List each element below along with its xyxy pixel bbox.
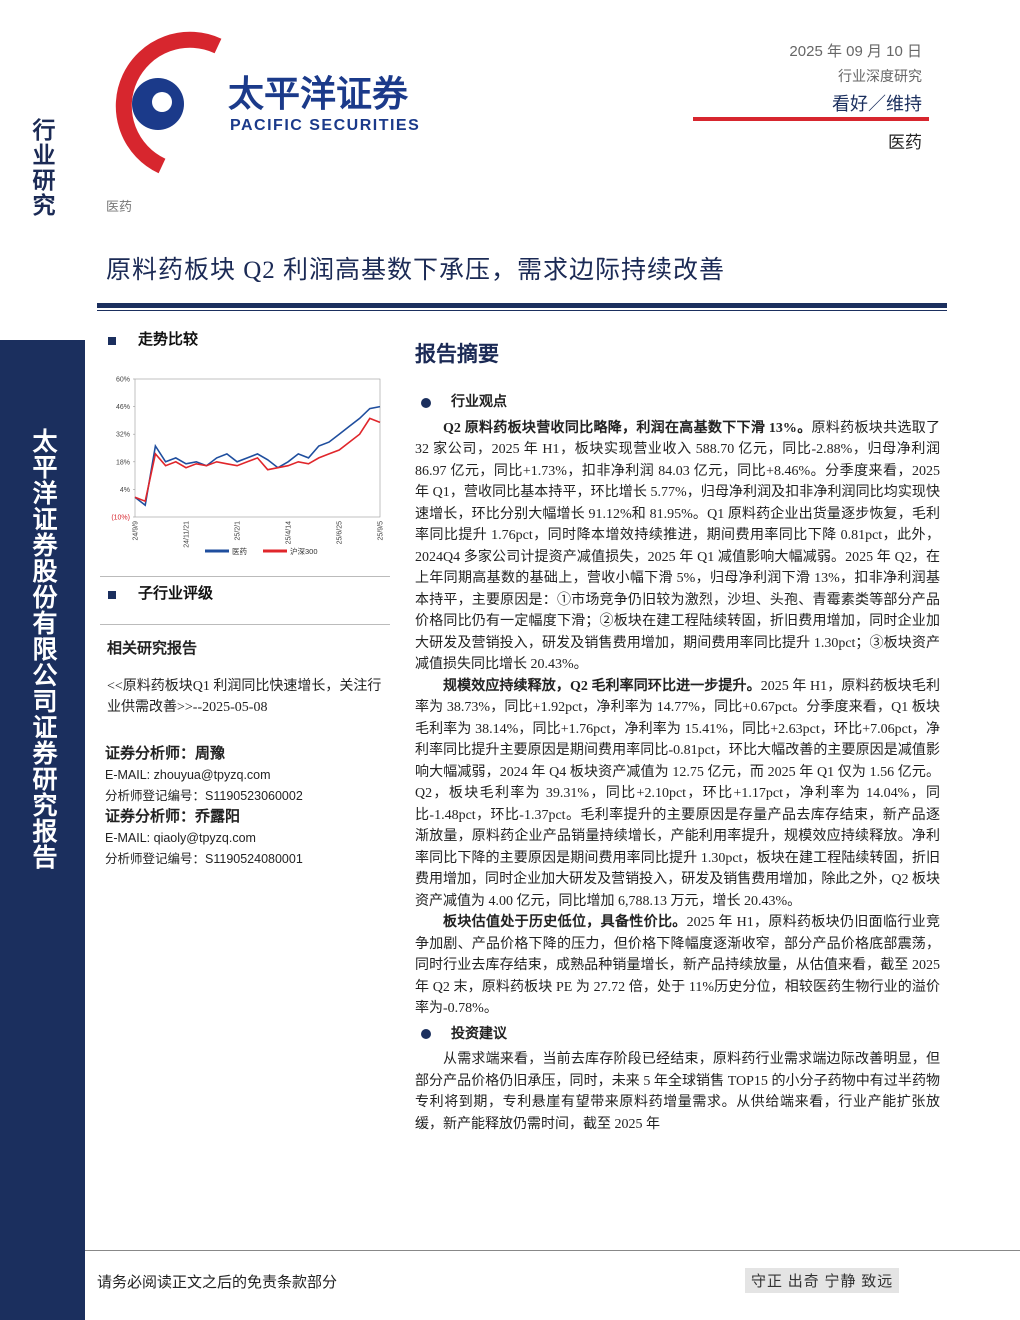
legend-label: 沪深300 bbox=[290, 546, 318, 556]
divider bbox=[100, 576, 390, 577]
red-rule bbox=[693, 117, 929, 121]
trend-heading: 走势比较 bbox=[108, 328, 198, 349]
report-title: 原料药板块 Q2 利润高基数下承压，需求边际持续改善 bbox=[106, 257, 726, 284]
analysts: 证券分析师：周豫 E-MAIL: zhouyua@tpyzq.com 分析师登记… bbox=[105, 744, 395, 870]
footer-rule bbox=[85, 1250, 1020, 1251]
summary-heading: 报告摘要 bbox=[415, 342, 499, 366]
rating: 看好／维持 bbox=[832, 94, 922, 114]
paragraph-lead: Q2 原料药板块营收同比略降，利润在高基数下下滑 13%。 bbox=[443, 420, 812, 436]
sidebar-top: 行业研究 bbox=[0, 0, 85, 340]
paragraph: 板块估值处于历史低位，具备性价比。2025 年 H1，原料药板块仍旧面临行业竞争… bbox=[415, 912, 940, 1020]
x-tick-label: 24/9/9 bbox=[133, 521, 140, 541]
analyst-name: 证券分析师：周豫 bbox=[105, 746, 226, 762]
y-tick-label: 18% bbox=[116, 459, 130, 466]
small-industry: 医药 bbox=[106, 199, 133, 214]
series-line bbox=[134, 417, 381, 503]
motto: 守正 出奇 宁静 致远 bbox=[745, 1268, 900, 1293]
logo: 太平洋证券 PACIFIC SECURITIES bbox=[115, 31, 420, 174]
report-date: 2025 年 09 月 10 日 bbox=[789, 43, 922, 60]
plot-frame bbox=[134, 378, 381, 518]
paragraph: 从需求端来看，当前去库存阶段已经结束，原料药行业需求端边际改善明显，但部分产品价… bbox=[415, 1052, 940, 1132]
paragraph-lead: 规模效应持续释放，Q2 毛利率同环比进一步提升。 bbox=[443, 678, 761, 694]
y-tick-label: 4% bbox=[120, 487, 130, 494]
x-tick-label: 24/11/21 bbox=[184, 521, 191, 548]
analyst-reg: 分析师登记编号：S1190523060002 bbox=[105, 789, 303, 803]
paragraph-lead: 板块估值处于历史低位，具备性价比。 bbox=[443, 915, 687, 930]
paragraph-body: 2025 年 H1，原料药板块仍旧面临行业竞争加剧、产品价格下降的压力，但价格下… bbox=[415, 915, 940, 1016]
sidebar-company: 太平洋证券股份有限公司证券研究报告 bbox=[29, 428, 56, 870]
paragraph-body: 原料药板块共选取了 32 家公司，2025 年 H1，板块实现营业收入 588.… bbox=[415, 420, 940, 673]
analyst-reg: 分析师登记编号：S1190524080001 bbox=[105, 852, 303, 866]
x-tick-label: 25/4/14 bbox=[286, 521, 293, 544]
subindustry-heading: 子行业评级 bbox=[108, 582, 213, 603]
related-heading: 相关研究报告 bbox=[107, 641, 198, 657]
y-tick-label: (10%) bbox=[111, 515, 130, 522]
series-line bbox=[134, 405, 381, 507]
disclaimer: 请务必阅读正文之后的免责条款部分 bbox=[97, 1275, 338, 1291]
related-report: <<原料药板块Q1 利润同比快速增长，关注行业供需改善>>--2025-05-0… bbox=[107, 679, 382, 715]
y-tick-label: 60% bbox=[116, 377, 130, 384]
sidebar-band: 太平洋证券股份有限公司证券研究报告 bbox=[0, 340, 85, 1320]
summary-body: 行业观点 Q2 原料药板块营收同比略降，利润在高基数下下滑 13%。原料药板块共… bbox=[415, 392, 940, 1227]
title-rule bbox=[97, 303, 947, 308]
divider bbox=[100, 624, 390, 625]
x-tick-label: 25/2/1 bbox=[235, 521, 242, 541]
legend-label: 医药 bbox=[232, 546, 247, 556]
logo-cn: 太平洋证券 bbox=[228, 73, 409, 114]
view-heading: 行业观点 bbox=[415, 392, 940, 414]
trend-chart: 60% 46% 32% 18% 4% (10%)24/9/9 24/11/21 25/2/1 2… bbox=[111, 377, 385, 557]
x-tick-label: 25/6/25 bbox=[337, 521, 344, 544]
y-tick-label: 46% bbox=[116, 404, 130, 411]
y-tick-label: 32% bbox=[116, 432, 130, 439]
analyst-email: E-MAIL: zhouyua@tpyzq.com bbox=[105, 768, 271, 782]
report-type: 行业深度研究 bbox=[838, 68, 922, 84]
analyst-name: 证券分析师：乔露阳 bbox=[105, 809, 241, 825]
logo-arc bbox=[115, 31, 222, 174]
advice-heading: 投资建议 bbox=[415, 1024, 940, 1046]
logo-en: PACIFIC SECURITIES bbox=[230, 117, 420, 134]
industry: 医药 bbox=[888, 133, 922, 152]
x-tick-label: 25/9/5 bbox=[378, 521, 385, 541]
sidebar-label: 行业研究 bbox=[29, 118, 54, 218]
title-rule-thin bbox=[97, 310, 947, 311]
logo-dot bbox=[152, 92, 172, 112]
paragraph: Q2 原料药板块营收同比略降，利润在高基数下下滑 13%。原料药板块共选取了 3… bbox=[415, 418, 940, 676]
analyst-email: E-MAIL: qiaoly@tpyzq.com bbox=[105, 831, 256, 845]
paragraph: 规模效应持续释放，Q2 毛利率同环比进一步提升。2025 年 H1，原料药板块毛… bbox=[415, 676, 940, 913]
paragraph-body: 2025 年 H1，原料药板块毛利率为 38.73%，同比+1.92pct，净利… bbox=[415, 678, 940, 909]
